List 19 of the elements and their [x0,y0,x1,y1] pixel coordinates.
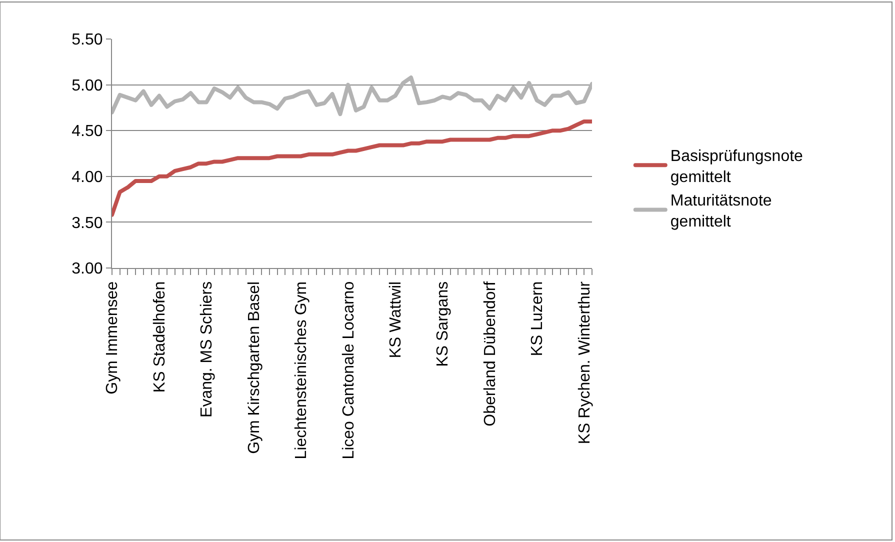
x-tick-label: KS Stadelhofen [151,281,168,393]
x-tick-label: KS Rychen. Winterthur [576,280,594,444]
x-tick-label: Liechtensteinisches Gym [293,281,310,460]
x-tick-label: Liceo Cantonale Locarno [340,281,358,460]
x-tick-label: Gym Kirschgarten Basel [246,281,263,454]
y-tick-label: 5.00 [72,77,103,94]
y-tick-label: 4.00 [72,169,103,186]
y-tick-label: 4.50 [72,123,103,140]
legend-label: Maturitätsnote gemittelt [670,192,772,230]
x-tick-label: KS Sargans [434,281,452,367]
x-tick-label: Oberland Dübendorf [482,280,499,426]
x-tick-label: Gym Immensee [104,281,122,394]
legend-label: Basisprüfungsnote gemittelt [670,148,804,186]
x-tick-label: KS Luzern [529,281,546,356]
y-tick-label: 3.00 [72,260,103,278]
x-tick-label: KS Wattwil [387,281,404,358]
y-tick-label: 3.50 [72,214,103,232]
x-tick-label: Evang. MS Schiers [198,281,216,418]
y-tick-label: 5.50 [72,32,103,49]
